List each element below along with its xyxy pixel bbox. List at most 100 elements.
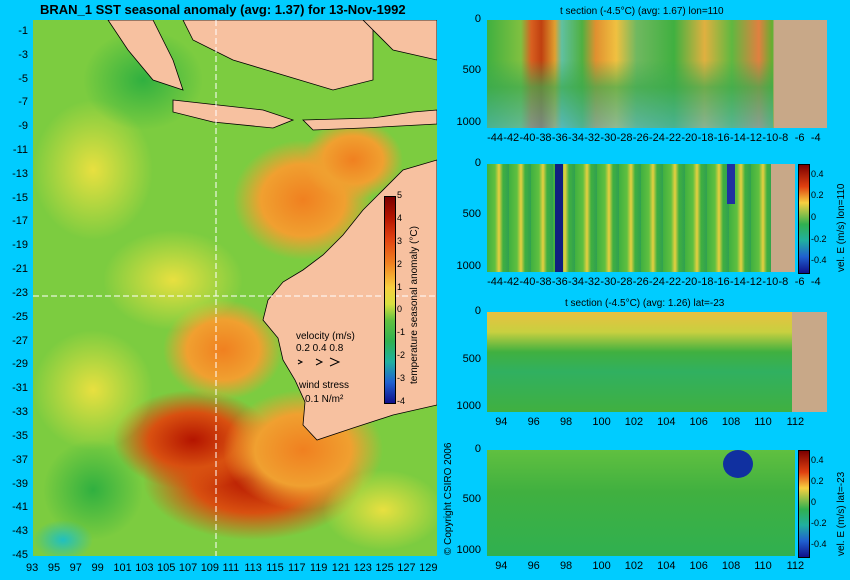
velocity-colorbar-tick-label: 0.4 [811,168,824,179]
section-y-tick-label: 500 [462,208,481,221]
section-x-tick-label: 100 [592,416,611,428]
velocity-colorbar-tick-label: 0.4 [811,454,824,465]
sst-anomaly-green-2 [43,440,143,540]
section-x-tick-label: -40 [519,276,536,288]
section-x-tick-label: -28 [616,276,633,288]
velocity-colorbar-tick-label: -0.2 [811,233,827,244]
main-y-tick-label: -23 [12,286,28,299]
main-x-tick-label: 125 [375,562,394,574]
velocity-colorbar-2 [798,450,810,558]
section-x-tick-label: 104 [657,416,676,428]
main-x-tick-label: 127 [397,562,416,574]
section-x-tick-label: -44 [487,132,503,144]
wind-legend-scale: 0.1 N/m² [305,394,344,405]
section-x-tick-label: -26 [632,276,649,288]
main-x-tick-label: 129 [419,562,438,574]
section-y-tick-label: 0 [474,443,481,455]
section-x-tick-label: -8 [778,276,789,288]
main-x-tick-label: 121 [331,562,351,574]
main-x-tick-label: 111 [222,562,240,574]
sst-colorbar-label: temperature seasonal anomaly (°C) [409,226,420,384]
section-x-tick-label: -40 [519,132,536,144]
main-y-tick-label: -15 [12,191,28,204]
sst-colorbar-tick-label: 4 [397,212,403,223]
section-y-tick-label: 500 [462,352,481,365]
velocity-arrow-large [329,357,341,367]
velocity-legend-title: velocity (m/s) [296,331,355,342]
section-x-tick-label: -18 [697,276,714,288]
main-x-tick-label: 99 [91,562,104,574]
section4-plot [487,450,795,556]
sst-colorbar-tick-label: -1 [397,327,406,338]
main-y-tick-label: -43 [12,525,28,538]
main-x-tick-label: 95 [47,562,61,574]
section3-title: t section (-4.5°C) (avg: 1.26) lat=-23 [565,298,725,309]
velocity-colorbar-tick-label: 0 [811,212,817,222]
velocity-colorbar-tick-label: -0.2 [811,518,827,529]
main-y-tick-label: -11 [12,144,28,157]
section-x-tick-label: 98 [559,560,573,572]
main-y-tick-label: -25 [12,310,28,323]
section-x-tick-label: -12 [746,276,763,288]
section-x-tick-label: -14 [729,132,746,144]
main-x-tick-label: 109 [200,562,220,574]
main-y-tick-label: -13 [12,167,28,180]
section-x-tick-label: -38 [535,132,552,144]
section-x-tick-label: 106 [689,416,708,428]
velocity-colorbar-1 [798,164,810,274]
main-y-tick-label: -3 [18,48,28,61]
section-x-tick-label: 104 [657,560,676,572]
section-y-tick-label: 0 [474,13,481,25]
sst-colorbar-tick-label: 2 [397,258,403,269]
section1-title: t section (-4.5°C) (avg: 1.67) lon=110 [560,6,724,17]
main-x-tick-label: 105 [157,562,176,574]
main-y-tick-label: -27 [12,334,28,347]
lesser-sunda-land [302,109,437,131]
main-y-tick-label: -39 [12,477,28,490]
main-x-tick-label: 97 [69,562,82,574]
section-x-tick-label: -4 [810,276,821,288]
section-x-tick-label: -20 [681,132,698,144]
section-x-tick-label: 112 [786,560,805,572]
java-land [172,99,295,129]
section-x-tick-label: -34 [568,276,584,288]
section-x-tick-label: -26 [632,132,649,144]
main-chart-title: BRAN_1 SST seasonal anomaly (avg: 1.37) … [40,2,406,17]
section-y-tick-label: 500 [462,493,481,506]
section-x-tick-label: -30 [600,276,617,288]
velocity-colorbar-tick-label: 0.2 [811,475,824,486]
section3-plot [487,312,827,412]
main-y-tick-label: -45 [12,549,28,561]
section-y-tick-label: 500 [462,64,481,77]
velocity-colorbar-tick-label: -0.4 [811,255,827,266]
main-x-tick-label: 119 [309,562,328,574]
main-x-tick-label: 103 [135,562,154,574]
sst-colorbar-tick-label: 3 [397,235,403,246]
sst-colorbar-tick-label: -3 [397,373,406,384]
section1-plot [487,20,827,128]
section1-deep-layer [487,60,773,128]
main-y-tick-label: -21 [12,263,28,276]
main-y-tick-label: -1 [18,24,28,37]
section-x-tick-label: 108 [721,560,741,572]
section2-westward-jet [555,164,563,272]
sst-map-plot [33,20,437,556]
main-y-tick-label: -5 [18,72,28,85]
sst-colorbar-tick-label: 1 [397,281,403,292]
section-x-tick-label: -32 [584,132,601,144]
main-y-tick-label: -7 [18,96,28,109]
section-x-tick-label: -6 [794,276,805,288]
main-x-tick-label: 113 [244,562,262,574]
section2-plot [487,164,795,272]
main-y-tick-label: -19 [12,239,28,252]
section-y-tick-label: 1000 [456,543,481,556]
sumatra-land [107,20,184,91]
section-x-tick-label: 102 [624,560,644,572]
section-x-tick-label: 112 [786,416,805,428]
main-x-tick-label: 123 [353,562,372,574]
sst-colorbar-tick-label: -2 [397,350,406,361]
section-x-tick-label: -22 [665,132,682,144]
main-y-tick-label: -33 [12,406,28,419]
wind-legend-title: wind stress [299,380,350,391]
velocity-colorbar-tick-label: -0.4 [811,539,827,550]
